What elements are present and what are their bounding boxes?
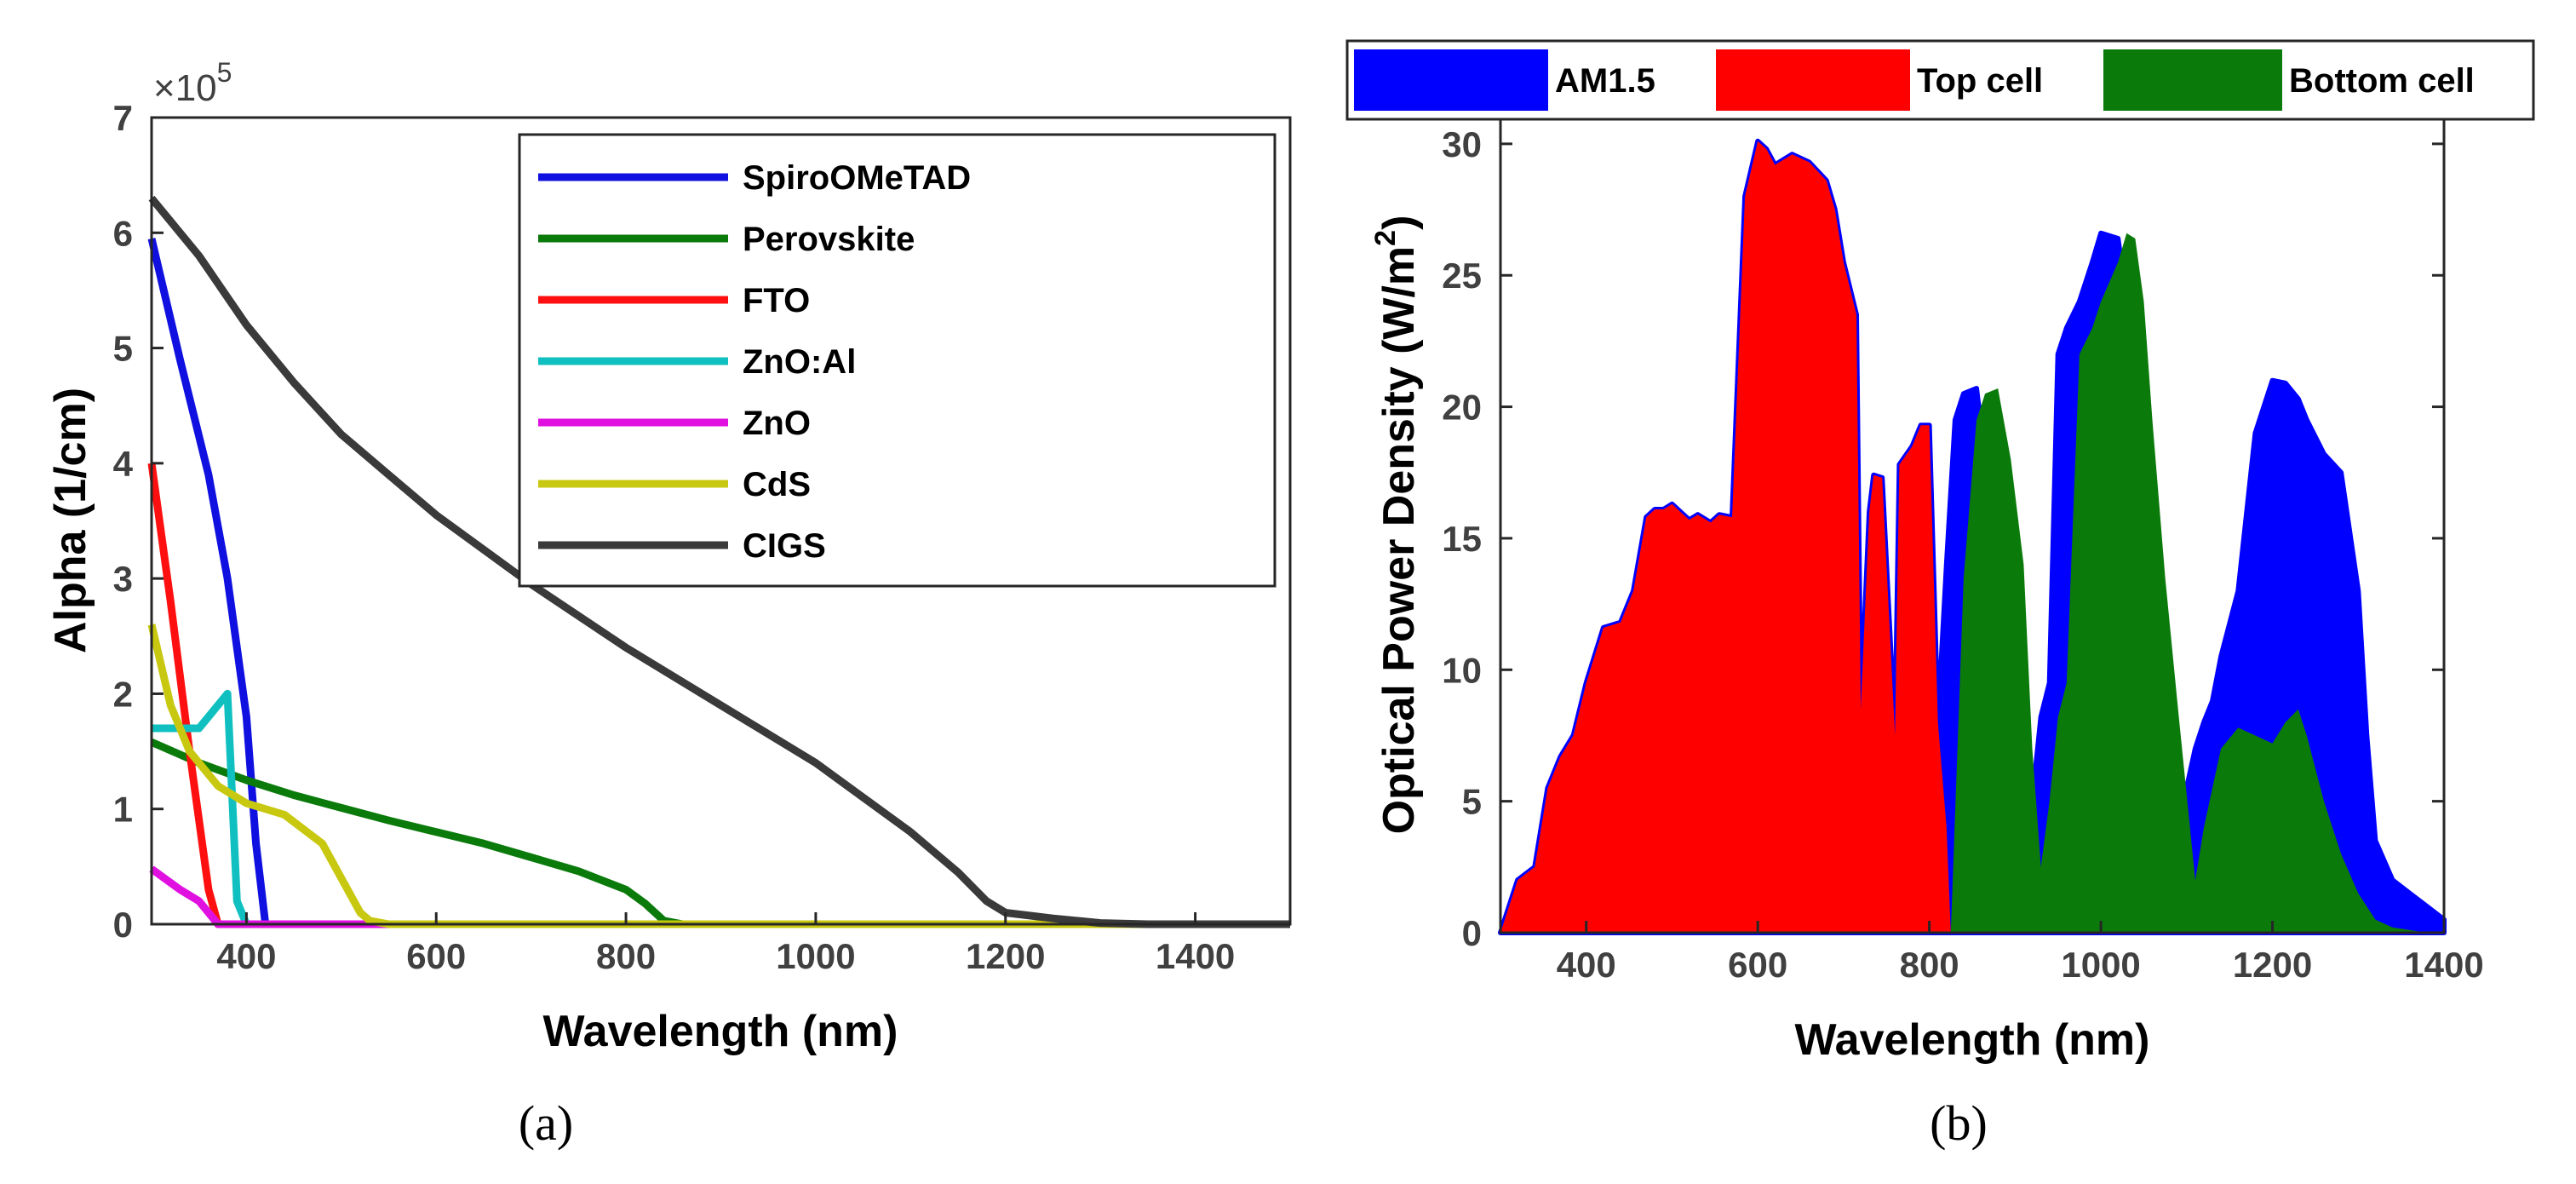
panel-a-line-spiroometad [147,238,1290,928]
panel-a-x-tick-label: 600 [406,936,466,976]
panel-b-x-tick-label: 800 [1900,945,1959,985]
panel-b-area-top-cell [1500,141,1951,934]
panel-a-chart: 400 600 800 1000 1200 1400 0 1 2 3 4 5 6 7 ×105 Wave… [46,57,1292,1151]
panel-a-y-tick-label: 6 [113,213,133,253]
panel-a-legend-label-fto: FTO [743,282,810,319]
panel-b-x-axis-label: Wavelength (nm) [1795,1015,2150,1065]
panel-a-line-perovskite [150,739,1290,928]
panel-a-x-tick-label: 800 [596,936,656,976]
panel-b-legend-swatch-top-cell [1716,49,1910,111]
panel-a-legend: SpiroOMeTAD Perovskite FTO ZnO:Al ZnO CdS CIGS [518,133,1277,588]
panel-a-legend-label-zno-al: ZnO:Al [743,343,856,381]
panel-a-y-tick-label: 0 [113,905,133,945]
panel-b-y-tick-label: 15 [1442,519,1482,559]
panel-b-legend-label-am1-5: AM1.5 [1555,62,1655,100]
panel-a-line-cigs [148,195,1290,928]
panel-b-x-tick-label: 1400 [2404,945,2483,985]
panel-a-y-multiplier: ×105 [153,57,232,109]
panel-a-y-tick-label: 4 [113,444,134,484]
panel-a-caption: (a) [519,1095,573,1151]
panel-a-y-tick-label: 5 [113,329,133,369]
panel-a-legend-label-spiroometad: SpiroOMeTAD [743,159,971,197]
panel-b-y-tick-label: 20 [1442,388,1482,428]
panel-a-y-tick-label: 2 [113,674,133,714]
panel-b-x-tick-label: 1000 [2061,945,2140,985]
panel-a-x-tick-label: 400 [216,936,276,976]
panel-b-legend-label-top-cell: Top cell [1917,62,2043,100]
panel-b-legend: AM1.5 Top cell Bottom cell [1345,39,2535,121]
panel-b-y-tick-label: 10 [1442,650,1482,690]
panel-a-axes-box [150,116,1292,926]
panel-a-legend-label-cigs: CIGS [743,527,826,565]
panel-b-x-tick-label: 600 [1728,945,1787,985]
panel-b-y-tick-label: 5 [1462,782,1482,822]
panel-a-y-tick-label: 1 [113,790,133,830]
panel-a-line-cds [147,624,1290,928]
panel-a-y-axis-label: Alpha (1/cm) [46,388,95,653]
panel-b-x-tick-label: 400 [1557,945,1616,985]
panel-a-x-tick-label: 1400 [1156,936,1235,976]
panel-a-x-tick-label: 1200 [966,936,1045,976]
panel-b-legend-swatch-bottom-cell [2103,49,2282,111]
panel-a-series-lines [147,195,1290,928]
panel-b-y-tick-label: 0 [1462,913,1482,953]
panel-a-x-axis-label: Wavelength (nm) [543,1007,898,1056]
panel-b-y-tick-label: 25 [1442,256,1482,296]
panel-a-y-tick-label: 7 [113,98,133,138]
panel-a-legend-label-zno: ZnO [743,405,811,442]
panel-b-chart: 400 600 800 1000 1200 1400 0 5 10 15 20 25 30 Wavel… [1345,39,2535,1151]
panel-b-series-areas [1498,138,2447,935]
panel-b-x-tick-label: 1200 [2233,945,2312,985]
panel-a-y-tick-label: 3 [113,559,133,599]
panel-b-legend-label-bottom-cell: Bottom cell [2289,62,2475,100]
panel-a-legend-label-cds: CdS [743,466,811,503]
panel-b-legend-swatch-am1-5 [1354,49,1548,111]
panel-a-x-tick-label: 1000 [776,936,855,976]
panel-b-area-bottom-cell [1950,233,2444,933]
panel-b-y-axis-label: Optical Power Density (W/m2) [1369,216,1424,835]
panel-a-legend-label-perovskite: Perovskite [743,221,915,258]
panel-b-caption: (b) [1930,1095,1988,1151]
panel-b-y-tick-label: 30 [1442,124,1482,164]
